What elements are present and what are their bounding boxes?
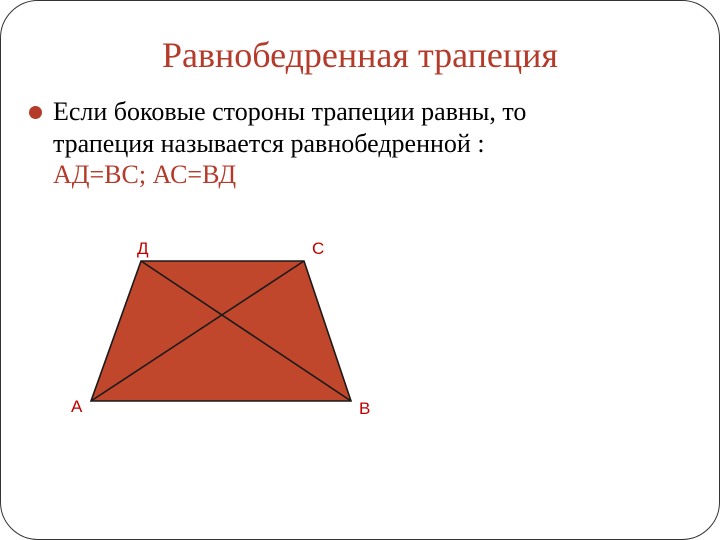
slide-frame: Равнобедренная трапеция Если боковые сто… [0,0,720,540]
vertex-label-b: В [359,399,370,419]
vertex-label-d: Д [137,239,149,259]
body-text: Если боковые стороны трапеции равны, то … [53,96,695,191]
equality-line: АД=ВС; АС=ВД [53,160,236,189]
vertex-label-c: С [312,239,324,259]
body-line-1: Если боковые стороны трапеции равны, то [53,97,526,126]
body-line-2: трапеция называется равнобедренной : [53,129,485,158]
trapezoid-shape [91,261,351,401]
bullet-icon [29,106,42,119]
vertex-label-a: А [71,397,82,417]
trapezoid-figure: А В С Д [61,231,421,451]
slide-title: Равнобедренная трапеция [25,33,695,78]
